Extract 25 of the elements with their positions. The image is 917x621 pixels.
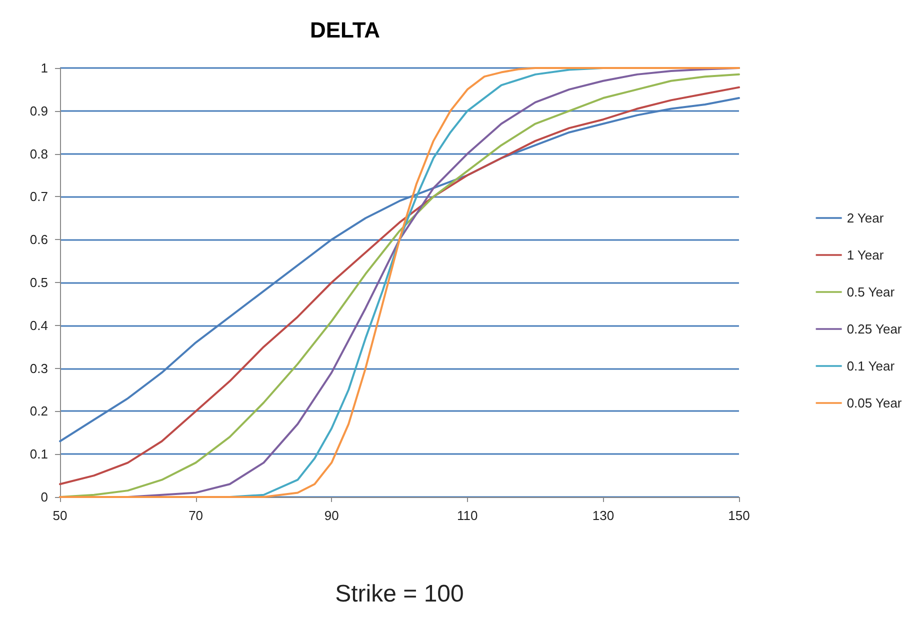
y-tick-label: 0.1	[30, 446, 48, 462]
x-axis-title: Strike = 100	[335, 580, 464, 608]
legend-label: 2 Year	[846, 210, 884, 226]
x-tick-label: 110	[457, 508, 478, 523]
x-tick-label: 90	[324, 508, 339, 523]
x-tick-label: 150	[728, 508, 750, 523]
x-tick-label: 50	[52, 508, 68, 523]
legend-label: 0.5 Year	[846, 284, 896, 300]
x-tick-label: 130	[592, 508, 614, 523]
y-tick-label: 0.9	[30, 103, 48, 118]
y-tick-label: 0.4	[30, 318, 48, 333]
legend-label: 1 Year	[846, 248, 884, 262]
y-tick-label: 0.7	[30, 189, 48, 204]
legend-label: 0.25 Year	[846, 322, 902, 336]
y-tick-label: 0.6	[30, 232, 48, 248]
legend-label: 0.1 Year	[846, 358, 896, 374]
x-tick-label: 70	[188, 508, 204, 523]
legend-label: 0.05 Year	[846, 396, 902, 410]
y-tick-label: 0.2	[30, 404, 48, 419]
y-tick-label: 1	[40, 60, 48, 76]
y-tick-label: 0.5	[30, 275, 48, 290]
chart-title: DELTA	[310, 18, 380, 42]
y-tick-label: 0.8	[30, 146, 48, 162]
y-tick-label: 0	[40, 490, 48, 504]
y-tick-label: 0.3	[30, 360, 48, 376]
